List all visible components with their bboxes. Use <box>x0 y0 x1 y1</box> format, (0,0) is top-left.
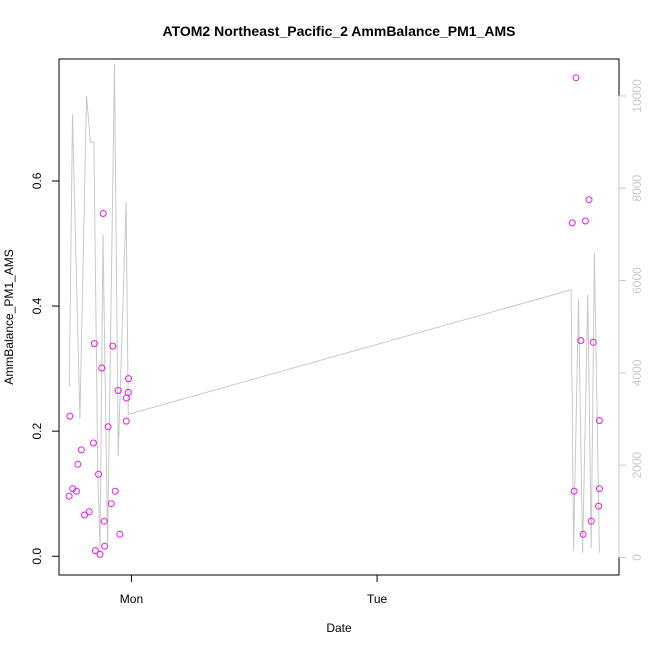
data-point <box>85 508 93 516</box>
data-point <box>77 446 85 454</box>
data-point <box>65 492 73 500</box>
y-tick-label-left: 0.6 <box>30 172 44 189</box>
data-point <box>72 487 80 495</box>
x-axis-label: Date <box>326 621 352 635</box>
y-tick-label-right: 4000 <box>630 359 644 386</box>
data-point <box>74 460 82 468</box>
y-tick-label-right: 8000 <box>630 175 644 202</box>
data-point <box>101 542 109 550</box>
data-point <box>577 337 585 344</box>
data-point <box>116 530 124 538</box>
data-point <box>111 487 119 495</box>
y-tick-label-right: 10000 <box>630 79 644 113</box>
data-point <box>96 550 104 558</box>
data-point <box>570 487 578 495</box>
data-point <box>595 417 603 424</box>
data-point <box>579 530 587 538</box>
x-axis: Mon Tue <box>120 574 388 606</box>
y-axis-left: 0.0 0.2 0.4 0.6 <box>30 172 60 565</box>
data-point <box>98 364 106 372</box>
x-tick-label: Tue <box>367 592 388 606</box>
data-point <box>125 375 132 383</box>
data-point <box>95 470 102 478</box>
plot-frame <box>58 58 620 576</box>
y-tick-label-left: 0.4 <box>30 297 44 314</box>
series-line <box>68 63 600 553</box>
data-point <box>81 511 88 519</box>
data-point <box>66 412 74 420</box>
data-point <box>585 196 593 204</box>
data-point <box>587 517 595 525</box>
data-point <box>100 517 108 525</box>
series-layer <box>65 63 603 558</box>
y-tick-label-left: 0.0 <box>30 548 44 565</box>
data-point <box>99 210 107 217</box>
data-point <box>90 340 98 348</box>
data-point <box>589 338 597 346</box>
data-point <box>91 547 99 555</box>
data-point <box>595 485 603 493</box>
y-axis-right: 0 2000 4000 6000 8000 10000 <box>618 79 644 561</box>
data-point <box>568 219 576 227</box>
y-tick-label-left: 0.2 <box>30 422 44 439</box>
y-tick-label-right: 2000 <box>630 451 644 478</box>
data-point <box>124 388 132 396</box>
chart-title: ATOM2 Northeast_Pacific_2 AmmBalance_PM1… <box>163 23 516 39</box>
data-point <box>572 74 580 82</box>
data-point <box>89 439 97 447</box>
x-tick-label: Mon <box>120 592 143 606</box>
data-point <box>104 423 112 431</box>
data-point <box>581 217 589 225</box>
data-point <box>109 342 117 350</box>
y-axis-label: AmmBalance_PM1_AMS <box>2 249 16 384</box>
data-point <box>114 387 122 394</box>
data-point <box>595 502 603 510</box>
data-point <box>107 500 115 508</box>
data-point <box>122 417 130 425</box>
y-tick-label-right: 6000 <box>630 267 644 294</box>
y-tick-label-right: 0 <box>630 554 644 561</box>
